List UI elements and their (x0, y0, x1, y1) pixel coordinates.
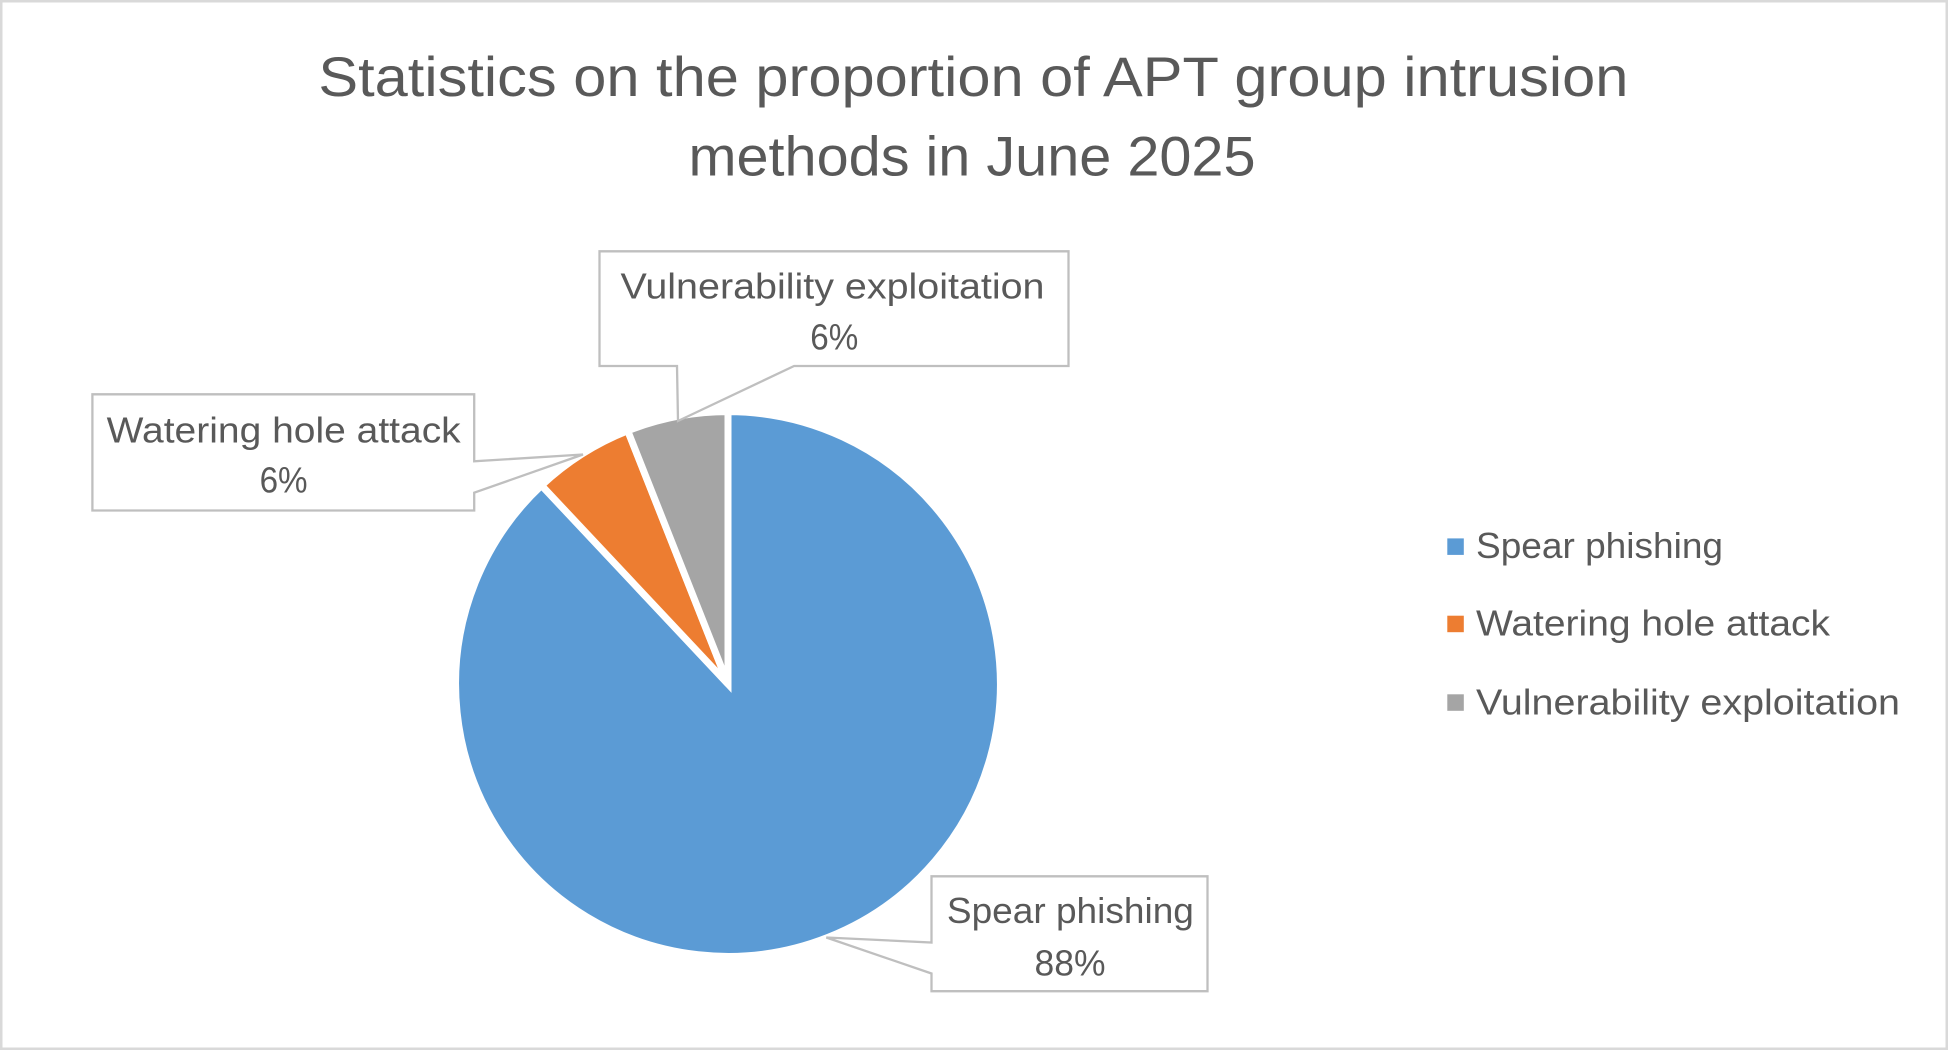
svg-text:6%: 6% (810, 316, 858, 357)
svg-text:6%: 6% (260, 460, 308, 501)
svg-text:Watering hole attack: Watering hole attack (1476, 603, 1831, 644)
svg-text:Vulnerability exploitation: Vulnerability exploitation (621, 265, 1045, 306)
svg-text:Vulnerability exploitation: Vulnerability exploitation (1476, 681, 1900, 722)
svg-text:Statistics on the proportion o: Statistics on the proportion of APT grou… (318, 46, 1628, 108)
svg-text:Spear phishing: Spear phishing (947, 890, 1194, 931)
svg-text:Watering hole attack: Watering hole attack (107, 410, 462, 451)
svg-text:Spear phishing: Spear phishing (1476, 525, 1723, 566)
svg-text:methods in June 2025: methods in June 2025 (689, 126, 1256, 188)
svg-text:88%: 88% (1035, 942, 1106, 983)
